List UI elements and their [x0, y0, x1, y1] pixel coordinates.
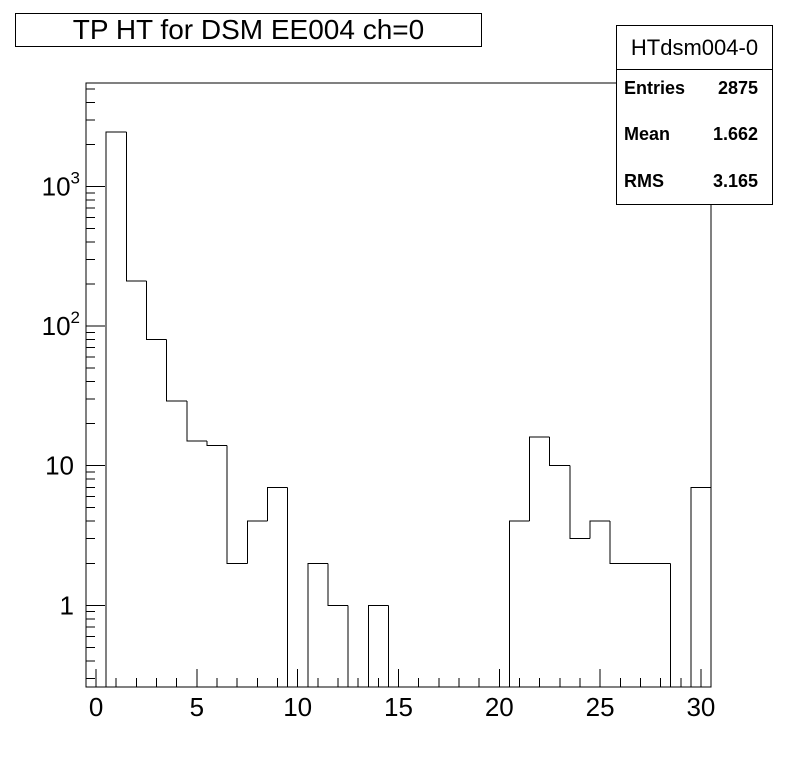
x-tick-label: 10 — [283, 692, 312, 722]
stats-label: Mean — [624, 124, 671, 144]
histogram-bin — [589, 520, 611, 539]
histogram-bin — [609, 521, 631, 564]
histogram-bin — [125, 132, 147, 282]
x-tick-labels: 0 5 10 15 20 25 30 — [89, 692, 716, 722]
stats-histogram-name: HTdsm004-0 — [617, 26, 772, 70]
histogram-bin — [246, 520, 268, 564]
histogram-bin — [105, 131, 127, 687]
stats-value: 2875 — [717, 78, 758, 98]
y-tick-label: 103 — [42, 168, 80, 201]
stats-label: RMS — [624, 171, 664, 191]
stats-value: 3.165 — [712, 171, 758, 191]
histogram-bin — [226, 445, 248, 564]
histogram-bin — [367, 604, 389, 687]
histogram-bins — [86, 131, 712, 688]
x-tick-label: 20 — [485, 692, 514, 722]
x-tick-label: 15 — [384, 692, 413, 722]
stats-label: Entries — [624, 78, 686, 98]
y-tick-label: 1 — [60, 590, 74, 620]
histogram-bin — [549, 437, 570, 467]
histogram-bin — [186, 401, 207, 442]
x-tick-label: 30 — [686, 692, 715, 722]
histogram-bin — [529, 436, 550, 522]
stats-value: 1.662 — [712, 124, 758, 144]
y-tick-label: 102 — [42, 308, 80, 341]
histogram-bin — [690, 486, 711, 687]
chart-title: TP HT for DSM EE004 ch=0 — [15, 13, 482, 47]
histogram-bin — [287, 487, 308, 688]
histogram-bin — [387, 605, 409, 688]
y-tick-label: 10 — [45, 451, 74, 481]
histogram-bin — [327, 563, 349, 606]
histogram-bin — [508, 520, 530, 687]
histogram-bin — [307, 562, 328, 687]
x-tick-label: 25 — [586, 692, 615, 722]
x-tick-label: 0 — [89, 692, 103, 722]
x-tick-label: 5 — [190, 692, 204, 722]
histogram-bin — [569, 465, 591, 540]
histogram-bin — [206, 441, 228, 446]
histogram-bin — [145, 281, 167, 341]
stats-box: HTdsm004-0 Entries 2875 Mean 1.662 RMS 3… — [616, 25, 773, 205]
histogram-bin — [347, 605, 369, 688]
axis-ticks — [86, 88, 702, 687]
y-tick-labels: 1 10 102 103 — [42, 168, 80, 620]
histogram-bin — [266, 486, 288, 522]
histogram-bin — [166, 339, 187, 402]
histogram-bin — [670, 563, 691, 688]
